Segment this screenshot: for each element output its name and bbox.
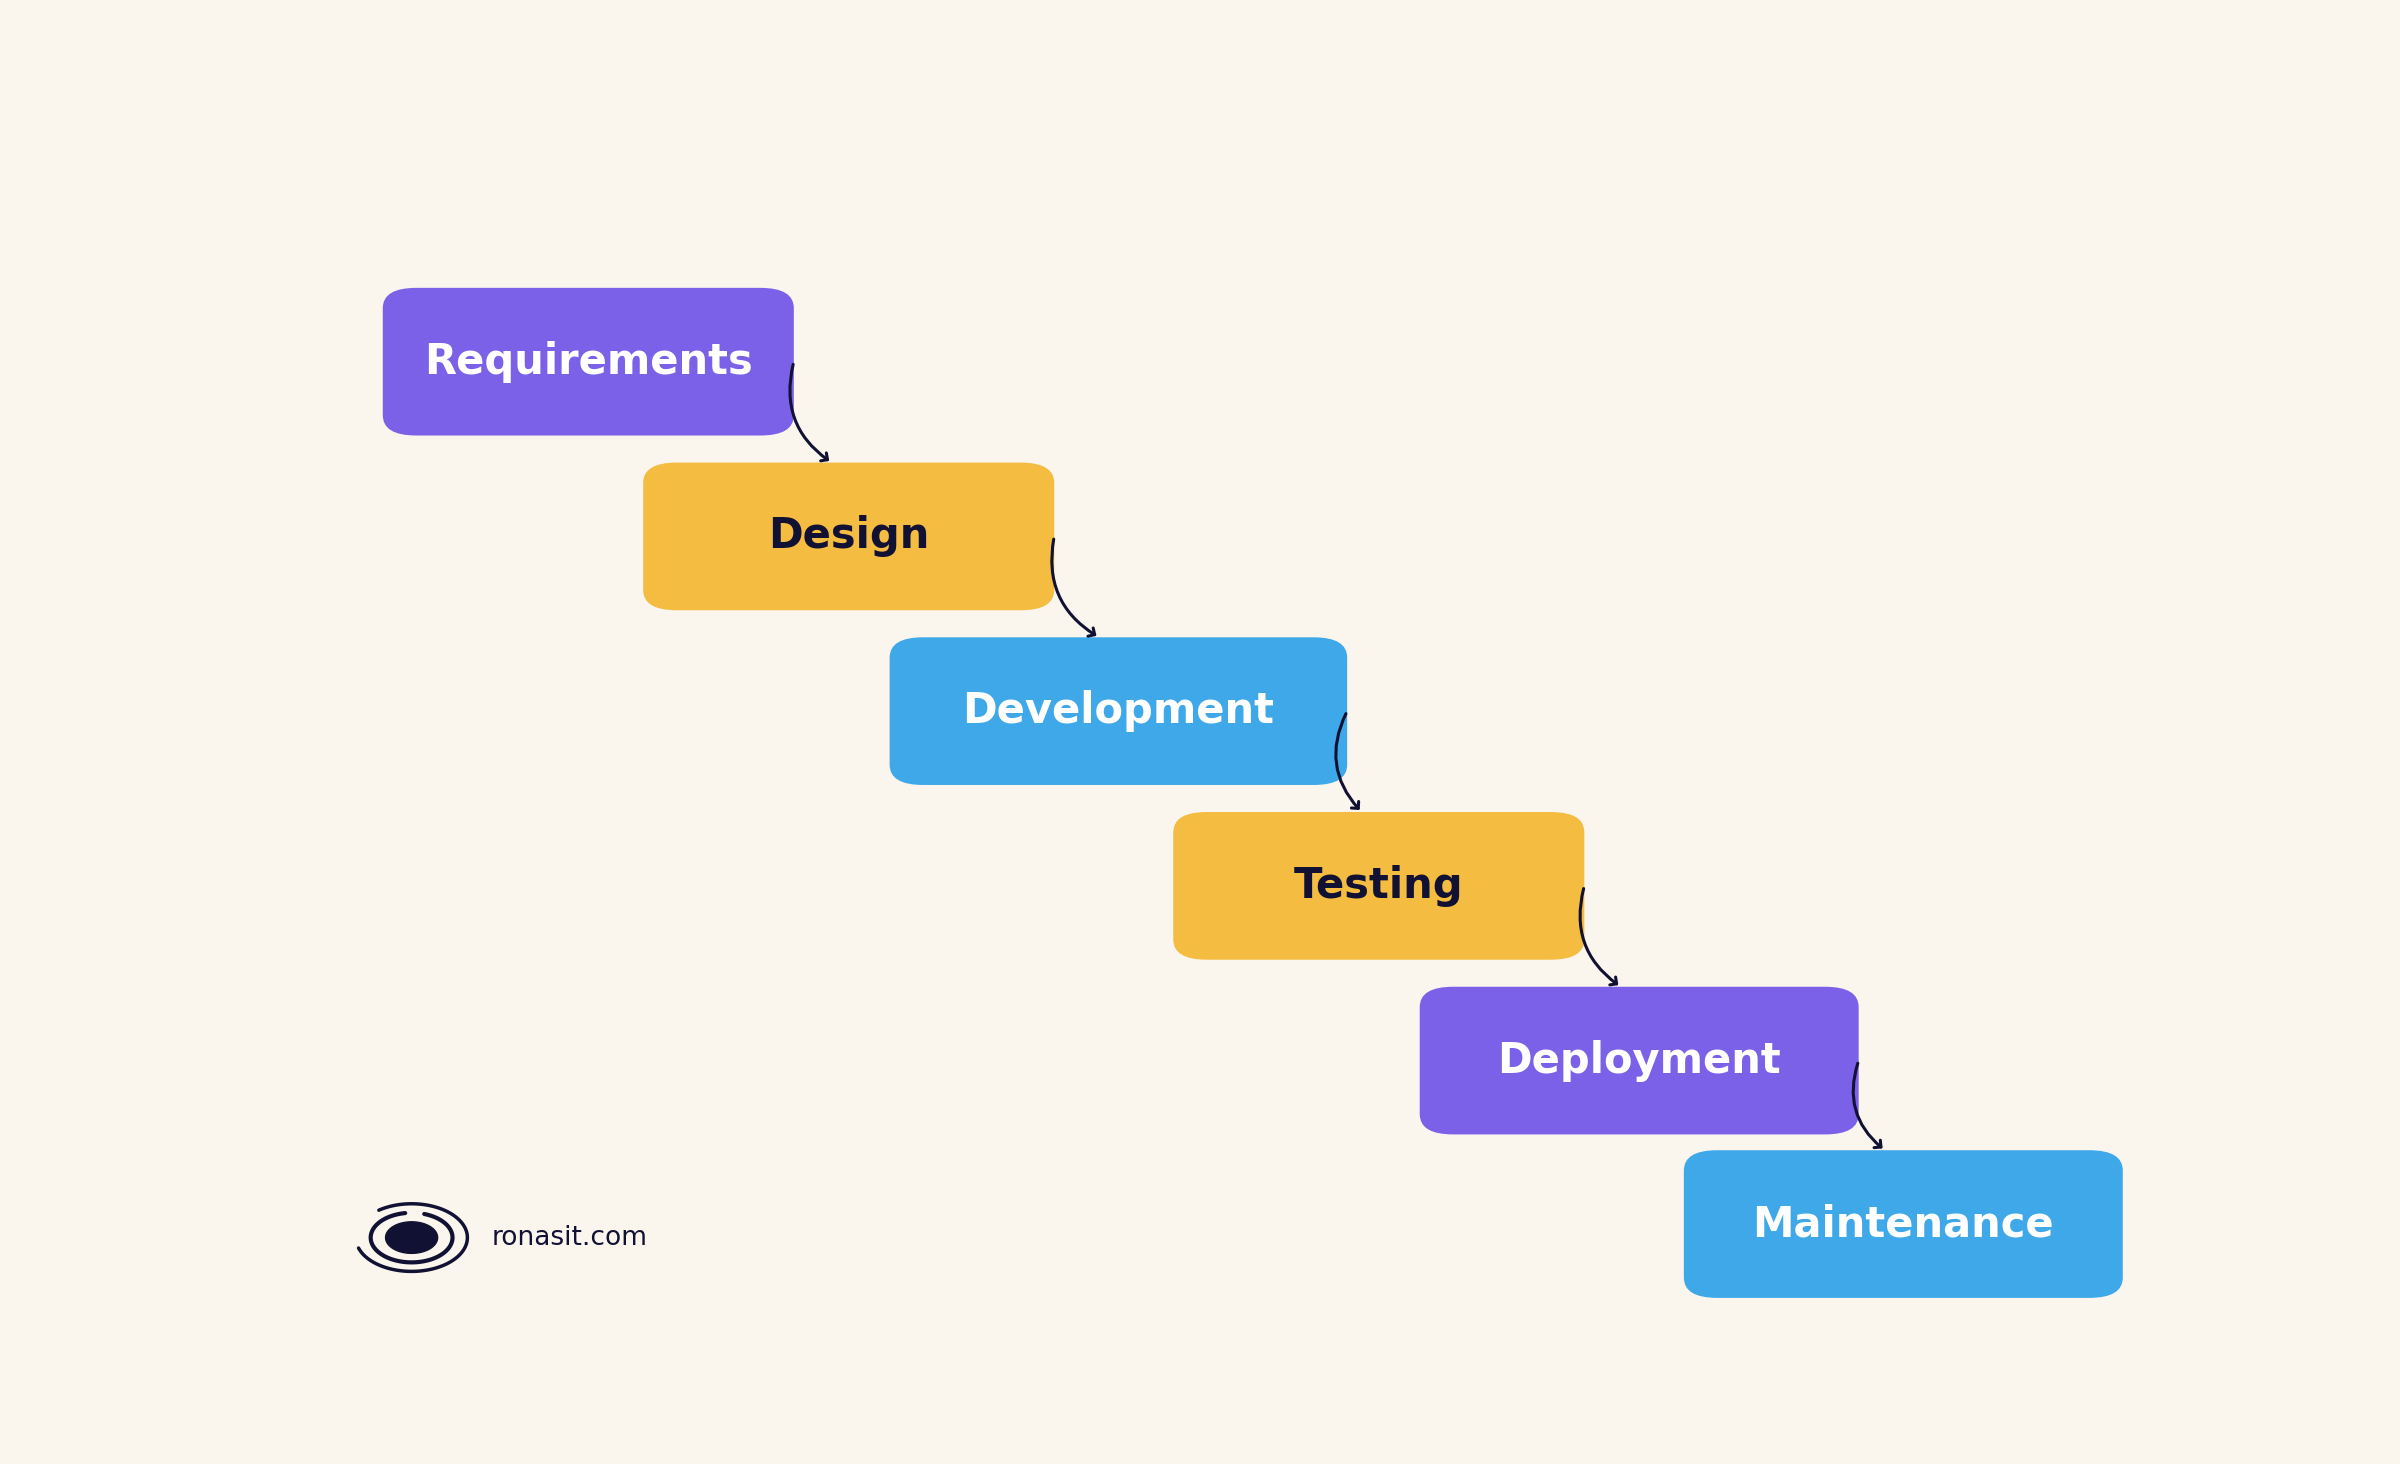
Text: Design: Design xyxy=(768,515,929,558)
FancyBboxPatch shape xyxy=(382,288,794,435)
FancyBboxPatch shape xyxy=(643,463,1054,610)
FancyBboxPatch shape xyxy=(1685,1151,2124,1299)
FancyBboxPatch shape xyxy=(1174,813,1584,960)
Text: ronasit.com: ronasit.com xyxy=(492,1224,648,1250)
Text: Development: Development xyxy=(962,690,1274,732)
Text: Maintenance: Maintenance xyxy=(1752,1203,2054,1244)
Polygon shape xyxy=(386,1222,437,1253)
Text: Deployment: Deployment xyxy=(1498,1039,1781,1082)
FancyBboxPatch shape xyxy=(1421,987,1858,1135)
FancyBboxPatch shape xyxy=(890,637,1346,785)
Text: Testing: Testing xyxy=(1294,865,1464,906)
Text: Requirements: Requirements xyxy=(425,341,754,382)
